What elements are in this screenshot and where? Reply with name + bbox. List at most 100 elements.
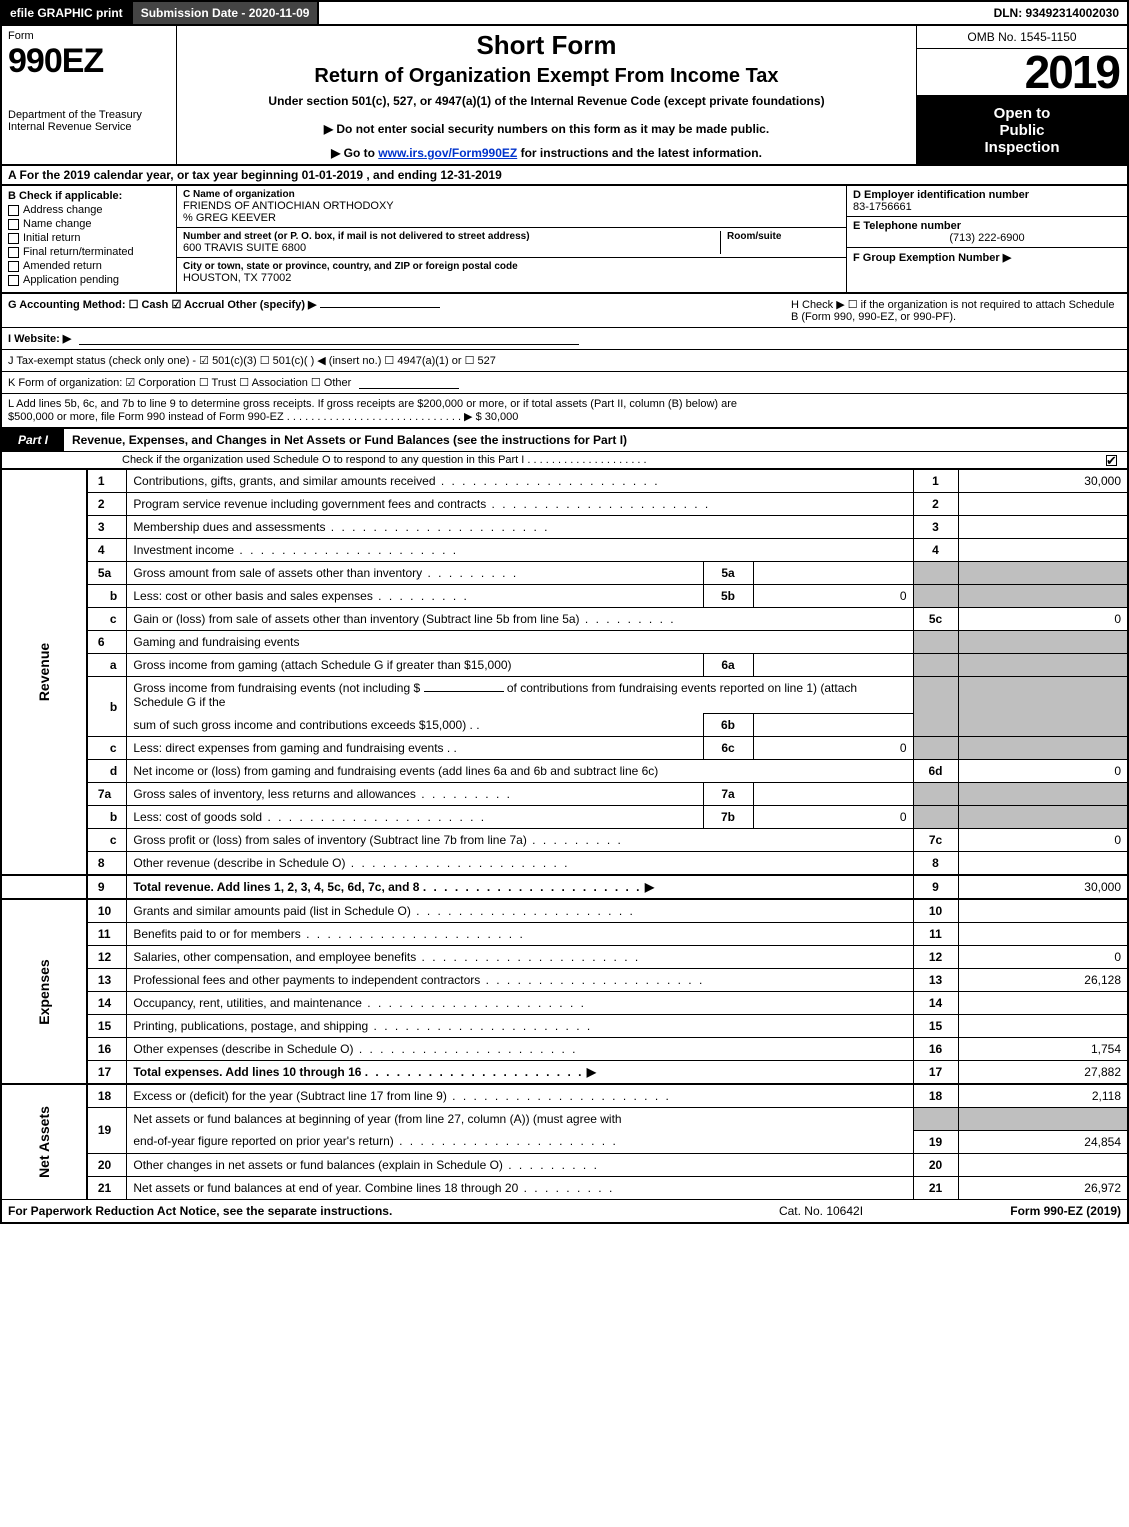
line6c-mnum: 6c xyxy=(703,737,753,760)
irs-link[interactable]: www.irs.gov/Form990EZ xyxy=(378,146,517,160)
directive-goto: ▶ Go to www.irs.gov/Form990EZ for instru… xyxy=(185,146,908,160)
line6b-rval-shaded xyxy=(958,677,1128,737)
line6c-desc: Less: direct expenses from gaming and fu… xyxy=(127,737,703,760)
line-l-text1: L Add lines 5b, 6c, and 7b to line 9 to … xyxy=(8,398,1121,410)
efile-label[interactable]: efile GRAPHIC print xyxy=(2,2,133,24)
line21-rnum: 21 xyxy=(913,1176,958,1199)
line13-value: 26,128 xyxy=(958,969,1128,992)
line6b-rnum-shaded xyxy=(913,677,958,737)
line11-desc: Benefits paid to or for members xyxy=(127,923,913,946)
chk-address-change[interactable]: Address change xyxy=(8,204,170,216)
line19-rnum-shaded xyxy=(913,1108,958,1131)
line5b-desc: Less: cost or other basis and sales expe… xyxy=(127,585,703,608)
line-j: J Tax-exempt status (check only one) - ☑… xyxy=(0,350,1129,372)
line3-num: 3 xyxy=(87,516,127,539)
line7b-mval: 0 xyxy=(753,806,913,829)
line6b-mval xyxy=(753,714,913,737)
line13-desc: Professional fees and other payments to … xyxy=(127,969,913,992)
org-city-label: City or town, state or province, country… xyxy=(183,261,840,272)
line6b-amount-input[interactable] xyxy=(424,691,504,692)
line6-num: 6 xyxy=(87,631,127,654)
line12-desc: Salaries, other compensation, and employ… xyxy=(127,946,913,969)
line12-num: 12 xyxy=(87,946,127,969)
org-care-of: % GREG KEEVER xyxy=(183,212,840,224)
line5c-num: c xyxy=(87,608,127,631)
org-street-value: 600 TRAVIS SUITE 6800 xyxy=(183,242,720,254)
entity-right: D Employer identification number 83-1756… xyxy=(847,186,1127,292)
goto-post: for instructions and the latest informat… xyxy=(517,146,762,160)
chk-initial-return[interactable]: Initial return xyxy=(8,232,170,244)
line7a-mval xyxy=(753,783,913,806)
line-i: I Website: ▶ xyxy=(0,328,1129,350)
line9-rnum: 9 xyxy=(913,875,958,899)
line7a-rnum-shaded xyxy=(913,783,958,806)
chk-application-pending[interactable]: Application pending xyxy=(8,274,170,286)
line6d-num: d xyxy=(87,760,127,783)
line-a-tax-year: A For the 2019 calendar year, or tax yea… xyxy=(0,166,1129,186)
part-i-schedule-o-checkbox[interactable] xyxy=(1106,454,1121,466)
line-g-text: G Accounting Method: ☐ Cash ☑ Accrual Ot… xyxy=(8,299,317,311)
line7c-rnum: 7c xyxy=(913,829,958,852)
line-j-text: J Tax-exempt status (check only one) - ☑… xyxy=(8,354,496,367)
line6d-rnum: 6d xyxy=(913,760,958,783)
line6b-desc3: sum of such gross income and contributio… xyxy=(127,714,703,737)
section-d: D Employer identification number 83-1756… xyxy=(847,186,1127,217)
goto-pre: ▶ Go to xyxy=(331,146,378,160)
line20-desc: Other changes in net assets or fund bala… xyxy=(127,1153,913,1176)
line17-num: 17 xyxy=(87,1061,127,1085)
header-left: Form 990EZ Department of the Treasury In… xyxy=(2,26,177,164)
line3-rnum: 3 xyxy=(913,516,958,539)
form-title: Return of Organization Exempt From Incom… xyxy=(185,65,908,88)
line-gh: G Accounting Method: ☐ Cash ☑ Accrual Ot… xyxy=(0,294,1129,328)
line7a-desc: Gross sales of inventory, less returns a… xyxy=(127,783,703,806)
line6c-rval-shaded xyxy=(958,737,1128,760)
line13-num: 13 xyxy=(87,969,127,992)
line6-rval-shaded xyxy=(958,631,1128,654)
line15-num: 15 xyxy=(87,1015,127,1038)
line21-desc: Net assets or fund balances at end of ye… xyxy=(127,1176,913,1199)
accounting-other-input[interactable] xyxy=(320,307,440,308)
submission-date-label: Submission Date - 2020-11-09 xyxy=(133,2,320,24)
top-bar: efile GRAPHIC print Submission Date - 20… xyxy=(0,0,1129,24)
line17-value: 27,882 xyxy=(958,1061,1128,1085)
line20-num: 20 xyxy=(87,1153,127,1176)
line15-desc: Printing, publications, postage, and shi… xyxy=(127,1015,913,1038)
line12-rnum: 12 xyxy=(913,946,958,969)
line2-value xyxy=(958,493,1128,516)
line3-desc: Membership dues and assessments xyxy=(127,516,913,539)
line11-rnum: 11 xyxy=(913,923,958,946)
line9-desc: Total revenue. Add lines 1, 2, 3, 4, 5c,… xyxy=(127,875,913,899)
website-input[interactable] xyxy=(79,332,579,345)
line5b-mval: 0 xyxy=(753,585,913,608)
line5a-mnum: 5a xyxy=(703,562,753,585)
line5a-rval-shaded xyxy=(958,562,1128,585)
chk-name-change[interactable]: Name change xyxy=(8,218,170,230)
line-k-text: K Form of organization: ☑ Corporation ☐ … xyxy=(8,376,351,389)
line1-num: 1 xyxy=(87,470,127,493)
open-to-public-inspection: Open to Public Inspection xyxy=(917,96,1127,164)
dln-label: DLN: 93492314002030 xyxy=(986,2,1127,24)
line19-num: 19 xyxy=(87,1108,127,1154)
line16-num: 16 xyxy=(87,1038,127,1061)
revenue-side-bottom-spacer xyxy=(1,875,87,899)
line6b-mnum: 6b xyxy=(703,714,753,737)
line8-rnum: 8 xyxy=(913,852,958,876)
line19-desc1: Net assets or fund balances at beginning… xyxy=(127,1108,913,1131)
short-form-title: Short Form xyxy=(185,30,908,61)
chk-amended-return[interactable]: Amended return xyxy=(8,260,170,272)
line4-desc: Investment income xyxy=(127,539,913,562)
line8-desc: Other revenue (describe in Schedule O) xyxy=(127,852,913,876)
org-other-input[interactable] xyxy=(359,376,459,389)
line11-value xyxy=(958,923,1128,946)
line1-rnum: 1 xyxy=(913,470,958,493)
line-i-label: I Website: ▶ xyxy=(8,332,71,345)
line19-rnum: 19 xyxy=(913,1130,958,1153)
form-header: Form 990EZ Department of the Treasury In… xyxy=(0,24,1129,166)
section-f: F Group Exemption Number ▶ xyxy=(847,248,1127,292)
inspection-line1: Open to xyxy=(921,105,1123,122)
chk-final-return[interactable]: Final return/terminated xyxy=(8,246,170,258)
line1-desc: Contributions, gifts, grants, and simila… xyxy=(127,470,913,493)
netassets-side-label: Net Assets xyxy=(1,1084,87,1199)
line5a-mval xyxy=(753,562,913,585)
org-name-value: FRIENDS OF ANTIOCHIAN ORTHODOXY xyxy=(183,200,840,212)
